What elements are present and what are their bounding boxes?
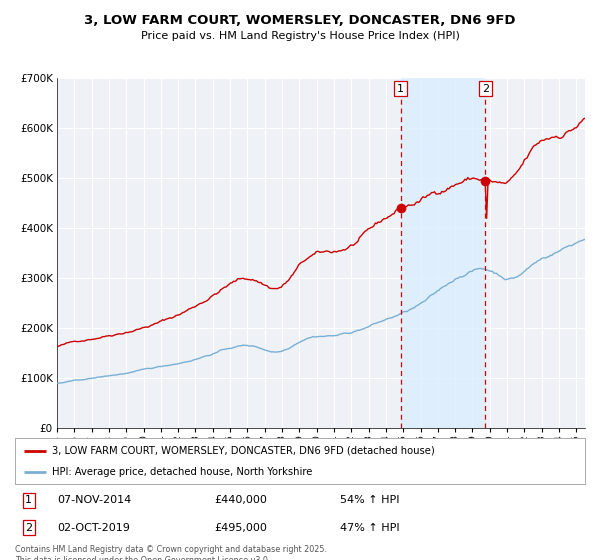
Text: £440,000: £440,000	[215, 496, 268, 505]
Text: 1: 1	[25, 496, 32, 505]
Text: 07-NOV-2014: 07-NOV-2014	[58, 496, 132, 505]
Text: 2: 2	[482, 83, 489, 94]
Bar	[401, 78, 485, 428]
Text: 47% ↑ HPI: 47% ↑ HPI	[340, 523, 400, 533]
Text: 1: 1	[397, 83, 404, 94]
Text: 2: 2	[25, 523, 32, 533]
Text: 3, LOW FARM COURT, WOMERSLEY, DONCASTER, DN6 9FD: 3, LOW FARM COURT, WOMERSLEY, DONCASTER,…	[84, 14, 516, 27]
Text: £495,000: £495,000	[215, 523, 268, 533]
Text: HPI: Average price, detached house, North Yorkshire: HPI: Average price, detached house, Nort…	[52, 467, 313, 477]
Text: 54% ↑ HPI: 54% ↑ HPI	[340, 496, 400, 505]
Text: 02-OCT-2019: 02-OCT-2019	[58, 523, 131, 533]
Text: 3, LOW FARM COURT, WOMERSLEY, DONCASTER, DN6 9FD (detached house): 3, LOW FARM COURT, WOMERSLEY, DONCASTER,…	[52, 446, 435, 456]
Text: Price paid vs. HM Land Registry's House Price Index (HPI): Price paid vs. HM Land Registry's House …	[140, 31, 460, 41]
Text: Contains HM Land Registry data © Crown copyright and database right 2025.
This d: Contains HM Land Registry data © Crown c…	[15, 545, 327, 560]
